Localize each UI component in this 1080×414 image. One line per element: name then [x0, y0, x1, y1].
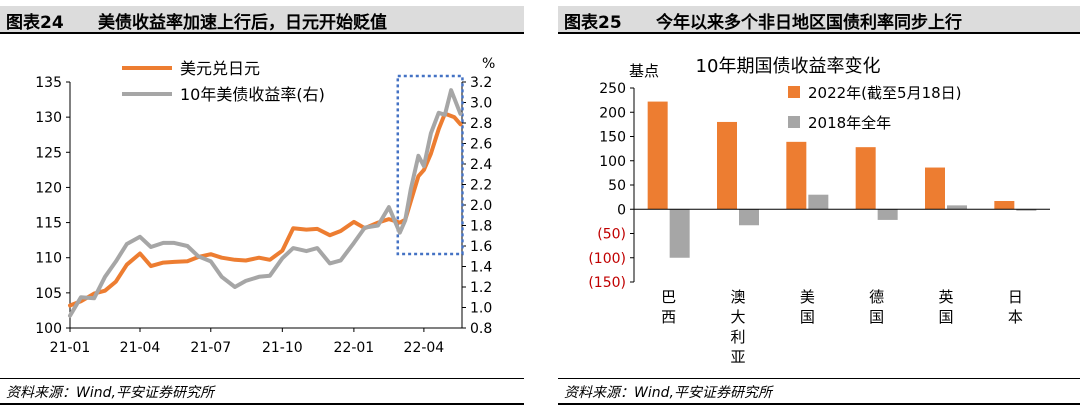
right-figure-number: 图表25 — [564, 13, 622, 33]
bar-grey — [877, 209, 898, 220]
right-y-tick-label: 3.0 — [470, 96, 492, 112]
left-y-tick-label: 125 — [35, 145, 62, 161]
bar-orange — [717, 121, 737, 210]
y-tick-label: 250 — [599, 81, 626, 97]
bar-grey — [947, 205, 967, 210]
category-label-char: 英 — [938, 288, 953, 306]
legend-swatch-1 — [788, 86, 800, 98]
category-label-char: 西 — [661, 308, 676, 326]
x-tick-label: 21-10 — [262, 340, 303, 356]
left-figure-number: 图表24 — [6, 13, 64, 33]
y-tick-label: (100) — [588, 251, 626, 267]
left-figure-panel: 图表24 美债收益率加速上行后，日元开始贬值 100 105 110 115 120 12… — [0, 0, 524, 414]
legend-label-2: 10年美债收益率(右) — [180, 85, 325, 104]
right-figure-title: 今年以来多个非日地区国债利率同步上行 — [656, 13, 962, 33]
left-y-tick-label: 135 — [35, 75, 62, 91]
category-label-char: 巴 — [661, 288, 676, 306]
y-tick-label: 100 — [599, 154, 626, 170]
bar-grey — [1016, 209, 1037, 211]
x-tick-label: 22-01 — [334, 340, 375, 356]
bar-chart-title: 10年期国债收益率变化 — [696, 56, 881, 77]
bar-grey — [739, 209, 759, 226]
y-axis-unit-label: 基点 — [629, 62, 659, 80]
left-source-note: 资料来源：Wind,平安证券研究所 — [6, 385, 214, 401]
bar-orange — [925, 167, 945, 210]
right-y-tick-label: 2.2 — [470, 178, 492, 194]
right-y-tick-label: 3.2 — [470, 75, 492, 91]
highlight-box — [396, 74, 464, 256]
right-y-tick-label: 2.4 — [470, 157, 492, 173]
category-label-char: 日 — [1008, 288, 1023, 306]
category-label-char: 国 — [800, 308, 815, 326]
right-figure-footer: 资料来源：Wind,平安证券研究所 — [558, 378, 1080, 405]
left-y-tick-label: 105 — [35, 286, 62, 302]
category-label-char: 本 — [1008, 308, 1023, 326]
category-label-char: 大 — [730, 308, 745, 326]
x-tick-label: 21-04 — [120, 340, 161, 356]
line-chart-container: 100 105 110 115 120 125 130 135 0.8 1.0 1.2 1.4 1.6 1… — [0, 34, 524, 378]
right-y-tick-label: 1.0 — [470, 301, 492, 317]
y-tick-label: 0 — [617, 202, 626, 218]
bar-orange — [855, 147, 876, 210]
legend-label-2: 2018年全年 — [808, 114, 891, 132]
bar-orange — [786, 141, 807, 210]
left-figure-titlebar: 图表24 美债收益率加速上行后，日元开始贬值 — [0, 6, 524, 34]
right-y-tick-label: 1.8 — [470, 219, 492, 235]
left-y-tick-label: 110 — [35, 251, 62, 267]
left-y-tick-label: 120 — [35, 180, 62, 196]
y-tick-label: 50 — [608, 178, 626, 194]
category-label-char: 利 — [730, 328, 745, 346]
category-label-char: 德 — [869, 288, 884, 306]
right-y-tick-label: 1.4 — [470, 260, 492, 276]
category-label-char: 亚 — [730, 348, 745, 366]
category-label-char: 美 — [800, 288, 815, 306]
series-line-2 — [68, 88, 463, 318]
bar-orange — [647, 101, 668, 210]
legend-label-1: 美元兑日元 — [180, 59, 260, 78]
category-label-char: 国 — [869, 308, 884, 326]
y-tick-label: (150) — [588, 275, 626, 291]
category-label-char: 国 — [938, 308, 953, 326]
bar-grey — [669, 209, 690, 258]
right-y-tick-label: 2.0 — [470, 198, 492, 214]
x-tick-label: 21-01 — [50, 340, 91, 356]
line-chart: 100 105 110 115 120 125 130 135 0.8 1.0 1.2 1.4 1.6 1… — [35, 56, 495, 356]
bar-orange — [994, 201, 1015, 210]
right-y-tick-label: 1.6 — [470, 239, 492, 255]
y-tick-label: 150 — [599, 130, 626, 146]
left-figure-footer: 资料来源：Wind,平安证券研究所 — [0, 378, 524, 405]
right-y-tick-label: 2.6 — [470, 137, 492, 153]
left-y-tick-label: 115 — [35, 216, 62, 232]
right-figure-titlebar: 图表25 今年以来多个非日地区国债利率同步上行 — [558, 6, 1080, 34]
left-y-tick-label: 100 — [35, 321, 62, 337]
right-y-tick-label: 2.8 — [470, 116, 492, 132]
y-tick-label: (50) — [597, 227, 626, 243]
right-y-axis-unit: % — [482, 56, 495, 72]
right-figure-panel: 图表25 今年以来多个非日地区国债利率同步上行 10年期国债收益率变化 基点 250… — [558, 0, 1080, 414]
y-tick-label: 200 — [599, 105, 626, 121]
right-y-tick-label: 1.2 — [470, 280, 492, 296]
left-figure-title: 美债收益率加速上行后，日元开始贬值 — [98, 13, 387, 33]
bar-chart-container: 10年期国债收益率变化 基点 250 200 150 100 50 0 (50) (100) (15… — [558, 34, 1080, 378]
right-y-tick-label: 0.8 — [470, 321, 492, 337]
bar-grey — [808, 194, 829, 210]
right-source-note: 资料来源：Wind,平安证券研究所 — [564, 385, 772, 401]
x-tick-label: 22-04 — [404, 340, 445, 356]
left-y-tick-label: 130 — [35, 110, 62, 126]
category-label-char: 澳 — [730, 288, 745, 306]
legend-label-1: 2022年(截至5月18日) — [808, 84, 962, 102]
series-line-1 — [68, 111, 463, 308]
x-tick-label: 21-07 — [190, 340, 231, 356]
legend-swatch-2 — [788, 116, 800, 128]
